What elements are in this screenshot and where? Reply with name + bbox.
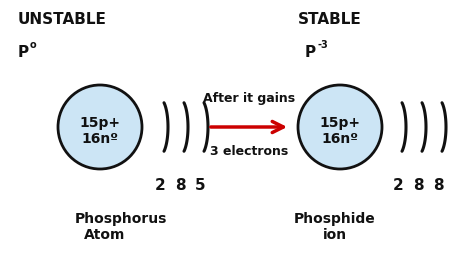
Text: 15p+: 15p+ [80, 116, 120, 130]
Text: 3 electrons: 3 electrons [210, 145, 288, 158]
Text: 2: 2 [392, 178, 403, 192]
Text: Atom: Atom [84, 228, 126, 242]
Text: After it gains: After it gains [203, 92, 295, 105]
Text: -3: -3 [318, 40, 329, 50]
Text: 16nº: 16nº [82, 132, 118, 146]
Text: 2: 2 [155, 178, 165, 192]
Text: o: o [30, 40, 36, 50]
Text: 8: 8 [413, 178, 423, 192]
Text: 16nº: 16nº [321, 132, 358, 146]
Circle shape [298, 85, 382, 169]
Text: Phosphorus: Phosphorus [75, 212, 167, 226]
Circle shape [58, 85, 142, 169]
Text: STABLE: STABLE [298, 12, 362, 27]
Text: 15p+: 15p+ [319, 116, 361, 130]
Text: 5: 5 [195, 178, 205, 192]
Text: P: P [305, 45, 316, 60]
Text: 8: 8 [433, 178, 443, 192]
Text: Phosphide: Phosphide [294, 212, 376, 226]
Text: ion: ion [323, 228, 347, 242]
Text: UNSTABLE: UNSTABLE [18, 12, 107, 27]
Text: P: P [18, 45, 29, 60]
Text: 8: 8 [175, 178, 185, 192]
